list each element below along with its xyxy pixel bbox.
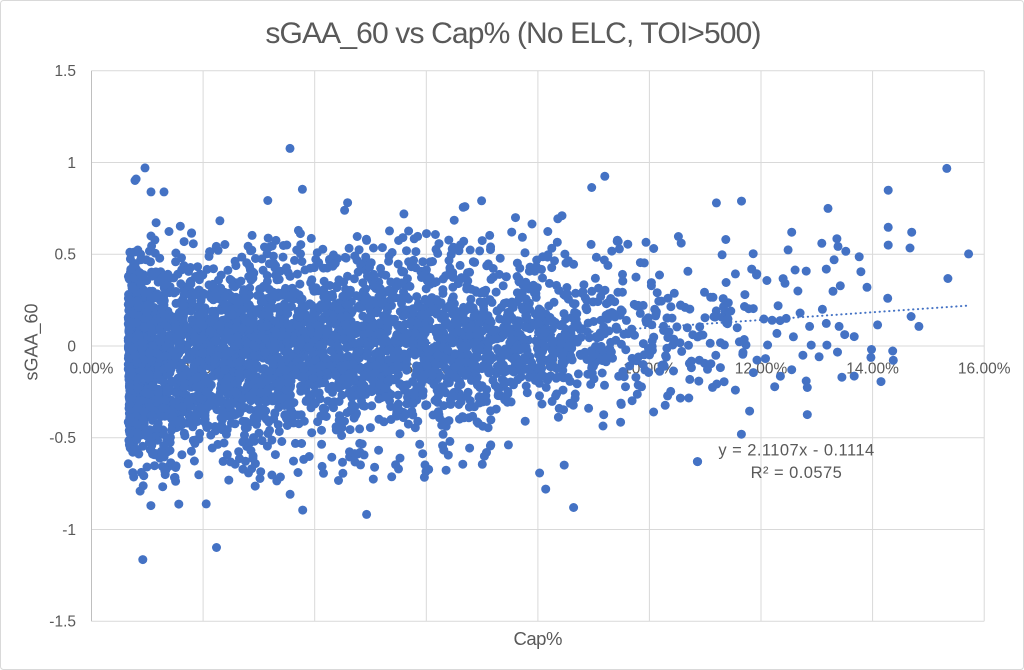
svg-text:1: 1 [67,155,76,172]
svg-text:12.00%: 12.00% [735,360,788,377]
svg-text:-0.5: -0.5 [49,430,76,447]
svg-text:0.5: 0.5 [54,247,76,264]
svg-text:1.5: 1.5 [54,63,76,80]
svg-text:14.00%: 14.00% [846,360,899,377]
svg-text:0: 0 [67,338,76,355]
svg-text:sGAA_60 vs Cap% (No ELC, TOI>5: sGAA_60 vs Cap% (No ELC, TOI>500) [265,17,760,50]
svg-text:sGAA_60: sGAA_60 [22,303,43,380]
svg-text:Cap%: Cap% [514,628,562,649]
svg-text:-1.5: -1.5 [49,614,76,631]
svg-text:0.00%: 0.00% [70,360,114,377]
svg-text:y = 2.1107x - 0.1114: y = 2.1107x - 0.1114 [718,441,874,459]
svg-text:16.00%: 16.00% [958,360,1011,377]
svg-text:R² = 0.0575: R² = 0.0575 [751,464,843,482]
svg-text:-1: -1 [62,522,76,539]
